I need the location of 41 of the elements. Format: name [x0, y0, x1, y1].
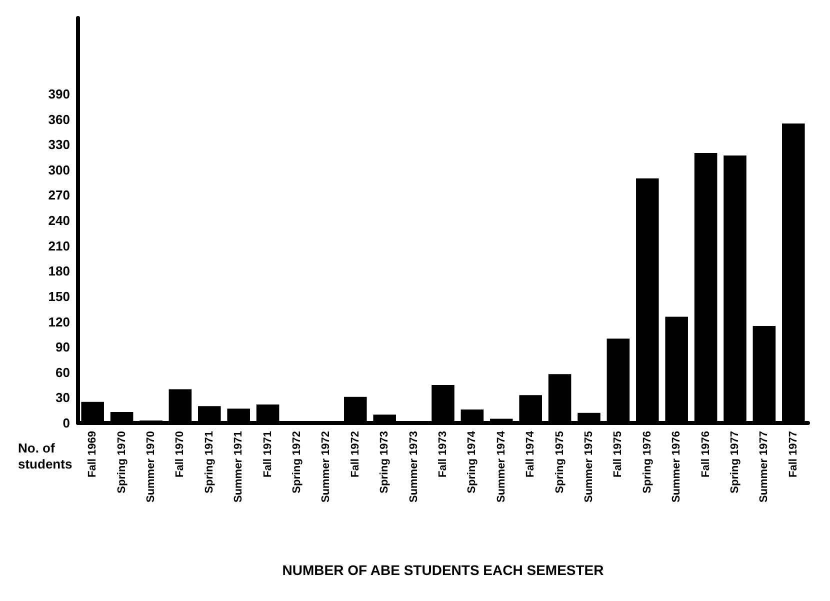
y-tick-label: 60	[56, 364, 70, 380]
x-tick-label: Fall 1974	[524, 430, 537, 478]
x-tick-label: Fall 1969	[86, 431, 99, 478]
x-tick-label: Spring 1975	[554, 431, 566, 494]
x-tick-label: Fall 1971	[262, 431, 274, 478]
x-tick-label: Summer 1974	[495, 430, 508, 503]
x-tick-label: Summer 1975	[583, 431, 595, 503]
x-tick-label: Spring 1977	[729, 431, 741, 494]
x-tick-label: Summer 1976	[670, 431, 683, 503]
x-tick-label: Fall 1970	[174, 431, 186, 478]
y-tick-label: 0	[62, 416, 70, 430]
y-tick-label: 90	[56, 340, 70, 355]
y-tick-label: 360	[48, 112, 70, 127]
x-tick-label: Summer 1977	[758, 431, 770, 503]
y-tick-label: 150	[48, 288, 70, 304]
x-tick-label: Summer 1972	[320, 431, 332, 503]
y-tick-label: 30	[56, 390, 70, 406]
y-tick-label: 120	[48, 314, 70, 330]
y-tick-label: 330	[48, 137, 70, 152]
x-tick-label: Fall 1976	[700, 431, 712, 478]
x-tick-label: Spring 1971	[203, 431, 216, 494]
y-tick-label: 210	[48, 238, 70, 254]
y-tick-label: 270	[48, 188, 70, 203]
y-tick-label: 300	[48, 162, 70, 178]
y-tick-label: 240	[48, 213, 70, 228]
x-tick-label: Fall 1975	[612, 431, 624, 478]
y-axis-title: No. of students	[18, 440, 72, 472]
x-tick-label: Fall 1972	[349, 431, 362, 478]
x-tick-label: Fall 1973	[437, 431, 449, 478]
x-tick-label: Fall 1977	[787, 431, 800, 478]
x-tick-label: Summer 1973	[408, 431, 420, 503]
x-tick-label: Summer 1970	[145, 431, 157, 503]
y-tick-label: 390	[48, 86, 70, 102]
x-tick-label: Spring 1976	[641, 431, 654, 494]
x-tick-label: Summer 1971	[232, 431, 245, 503]
x-tick-label: Spring 1970	[116, 431, 128, 494]
x-tick-label: Spring 1973	[378, 431, 391, 494]
y-tick-label: 180	[48, 264, 70, 279]
x-tick-label: Spring 1974	[466, 430, 478, 494]
x-axis-title: NUMBER OF ABE STUDENTS EACH SEMESTER	[282, 562, 604, 578]
x-tick-label: Spring 1972	[291, 431, 303, 494]
